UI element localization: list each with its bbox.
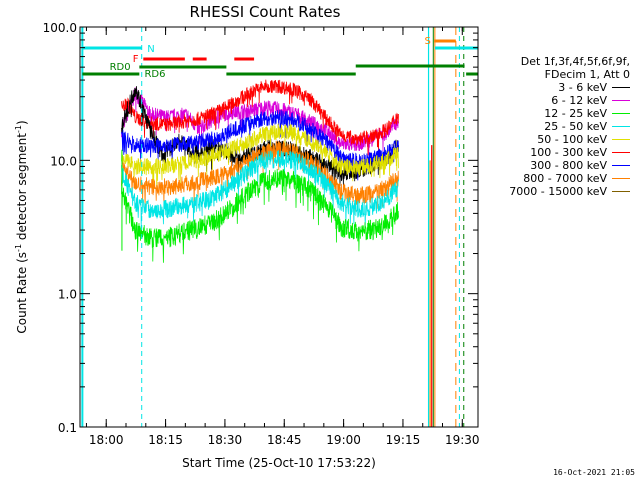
legend-entry: 25 - 50 keV xyxy=(478,120,630,133)
y-tick-label: 1.0 xyxy=(58,288,77,302)
legend-swatch xyxy=(612,87,630,88)
annotation-label: S xyxy=(425,36,431,47)
legend-entry: 3 - 6 keV xyxy=(478,81,630,94)
x-tick-label: 19:00 xyxy=(326,433,361,447)
legend-swatch xyxy=(612,139,630,140)
y-tick-label: 100.0 xyxy=(43,21,77,35)
series-traces xyxy=(121,79,433,427)
series-line-2 xyxy=(121,168,399,263)
x-axis: 18:00 18:15 18:30 18:45 19:00 19:15 19:30 xyxy=(85,27,480,447)
legend-entry-label: 50 - 100 keV xyxy=(537,133,607,146)
legend-swatch xyxy=(612,178,630,179)
annotation-label: N xyxy=(147,44,154,55)
attenuator-flag-overlays: N RD0 RD6 F S xyxy=(81,27,478,427)
x-tick-label: 19:30 xyxy=(445,433,480,447)
legend-entry: 100 - 300 keV xyxy=(478,146,630,159)
chart-title: RHESSI Count Rates xyxy=(190,3,341,21)
y-tick-label: 10.0 xyxy=(50,154,77,168)
series-line-3 xyxy=(121,150,399,229)
x-tick-label: 18:00 xyxy=(89,433,124,447)
x-tick-label: 18:45 xyxy=(267,433,302,447)
legend-header-line-1: Det 1f,3f,4f,5f,6f,9f, xyxy=(520,55,630,68)
legend-entry: 7000 - 15000 keV xyxy=(478,185,630,198)
legend-entry-label: 800 - 7000 keV xyxy=(523,172,607,185)
legend-swatch xyxy=(612,165,630,166)
x-tick-label: 18:30 xyxy=(208,433,243,447)
annotation-label: RD0 xyxy=(110,62,131,73)
legend-swatch xyxy=(612,113,630,114)
legend-entry: 300 - 800 keV xyxy=(478,159,630,172)
annotation-label: F xyxy=(133,54,139,65)
y-axis: 0.1 1.0 10.0 100.0 xyxy=(43,21,478,435)
legend-entry-label: 100 - 300 keV xyxy=(530,146,607,159)
legend-entry: 12 - 25 keV xyxy=(478,107,630,120)
y-axis-label: Count Rate (s-1 detector segment-1) xyxy=(14,120,29,333)
legend-swatch xyxy=(612,126,630,127)
legend-swatch xyxy=(612,191,630,192)
x-tick-label: 18:15 xyxy=(148,433,183,447)
legend-entry-label: 25 - 50 keV xyxy=(544,120,607,133)
legend-swatch xyxy=(612,100,630,101)
legend-entry-label: 7000 - 15000 keV xyxy=(509,185,607,198)
legend: Det 1f,3f,4f,5f,6f,9f, FDecim 1, Att 0 3… xyxy=(478,55,630,198)
x-axis-label: Start Time (25-Oct-10 17:53:22) xyxy=(182,456,376,470)
series-line-6 xyxy=(121,109,399,181)
series-line-7 xyxy=(121,140,399,212)
y-tick-label: 0.1 xyxy=(58,421,77,435)
legend-entry-label: 3 - 6 keV xyxy=(558,81,607,94)
annotation-label: RD6 xyxy=(144,69,165,80)
generation-timestamp: 16-Oct-2021 21:05 xyxy=(553,468,635,477)
legend-entry: 800 - 7000 keV xyxy=(478,172,630,185)
legend-header-line-2: FDecim 1, Att 0 xyxy=(544,68,630,81)
legend-entry-label: 6 - 12 keV xyxy=(551,94,607,107)
plot-frame xyxy=(79,26,479,428)
x-tick-label: 19:15 xyxy=(386,433,421,447)
legend-entry-label: 12 - 25 keV xyxy=(544,107,607,120)
series-line-4 xyxy=(121,123,399,189)
legend-entry: 6 - 12 keV xyxy=(478,94,630,107)
legend-entry: 50 - 100 keV xyxy=(478,133,630,146)
legend-swatch xyxy=(612,152,630,153)
legend-entry-label: 300 - 800 keV xyxy=(530,159,607,172)
series-line-5 xyxy=(121,79,399,156)
